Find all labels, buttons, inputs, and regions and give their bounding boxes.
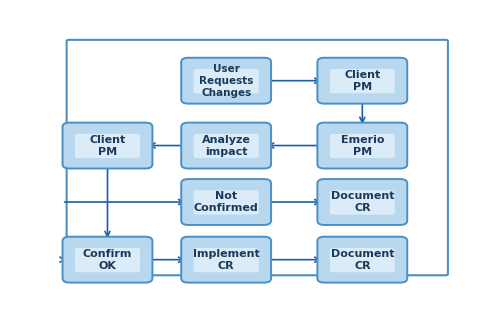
- Text: Client
PM: Client PM: [344, 70, 380, 92]
- Text: Not
Confirmed: Not Confirmed: [193, 191, 258, 213]
- FancyBboxPatch shape: [317, 237, 406, 283]
- FancyBboxPatch shape: [181, 58, 271, 104]
- Text: Implement
CR: Implement CR: [192, 249, 259, 271]
- FancyBboxPatch shape: [329, 134, 394, 158]
- FancyBboxPatch shape: [181, 179, 271, 225]
- FancyBboxPatch shape: [193, 248, 258, 272]
- FancyBboxPatch shape: [329, 248, 394, 272]
- FancyBboxPatch shape: [75, 248, 140, 272]
- FancyBboxPatch shape: [193, 134, 258, 158]
- FancyBboxPatch shape: [63, 237, 152, 283]
- Text: User
Requests
Changes: User Requests Changes: [198, 64, 253, 98]
- Text: Confirm
OK: Confirm OK: [83, 249, 132, 271]
- FancyBboxPatch shape: [181, 237, 271, 283]
- FancyBboxPatch shape: [329, 190, 394, 215]
- Text: Document
CR: Document CR: [330, 191, 393, 213]
- FancyBboxPatch shape: [67, 40, 447, 275]
- Text: Emerio
PM: Emerio PM: [340, 134, 383, 157]
- FancyBboxPatch shape: [63, 123, 152, 168]
- FancyBboxPatch shape: [317, 179, 406, 225]
- FancyBboxPatch shape: [317, 58, 406, 104]
- Text: Client
PM: Client PM: [89, 134, 125, 157]
- FancyBboxPatch shape: [193, 69, 258, 93]
- FancyBboxPatch shape: [317, 123, 406, 168]
- FancyBboxPatch shape: [329, 69, 394, 93]
- Text: Document
CR: Document CR: [330, 249, 393, 271]
- Text: Analyze
impact: Analyze impact: [201, 134, 250, 157]
- FancyBboxPatch shape: [181, 123, 271, 168]
- FancyBboxPatch shape: [193, 190, 258, 215]
- FancyBboxPatch shape: [75, 134, 140, 158]
